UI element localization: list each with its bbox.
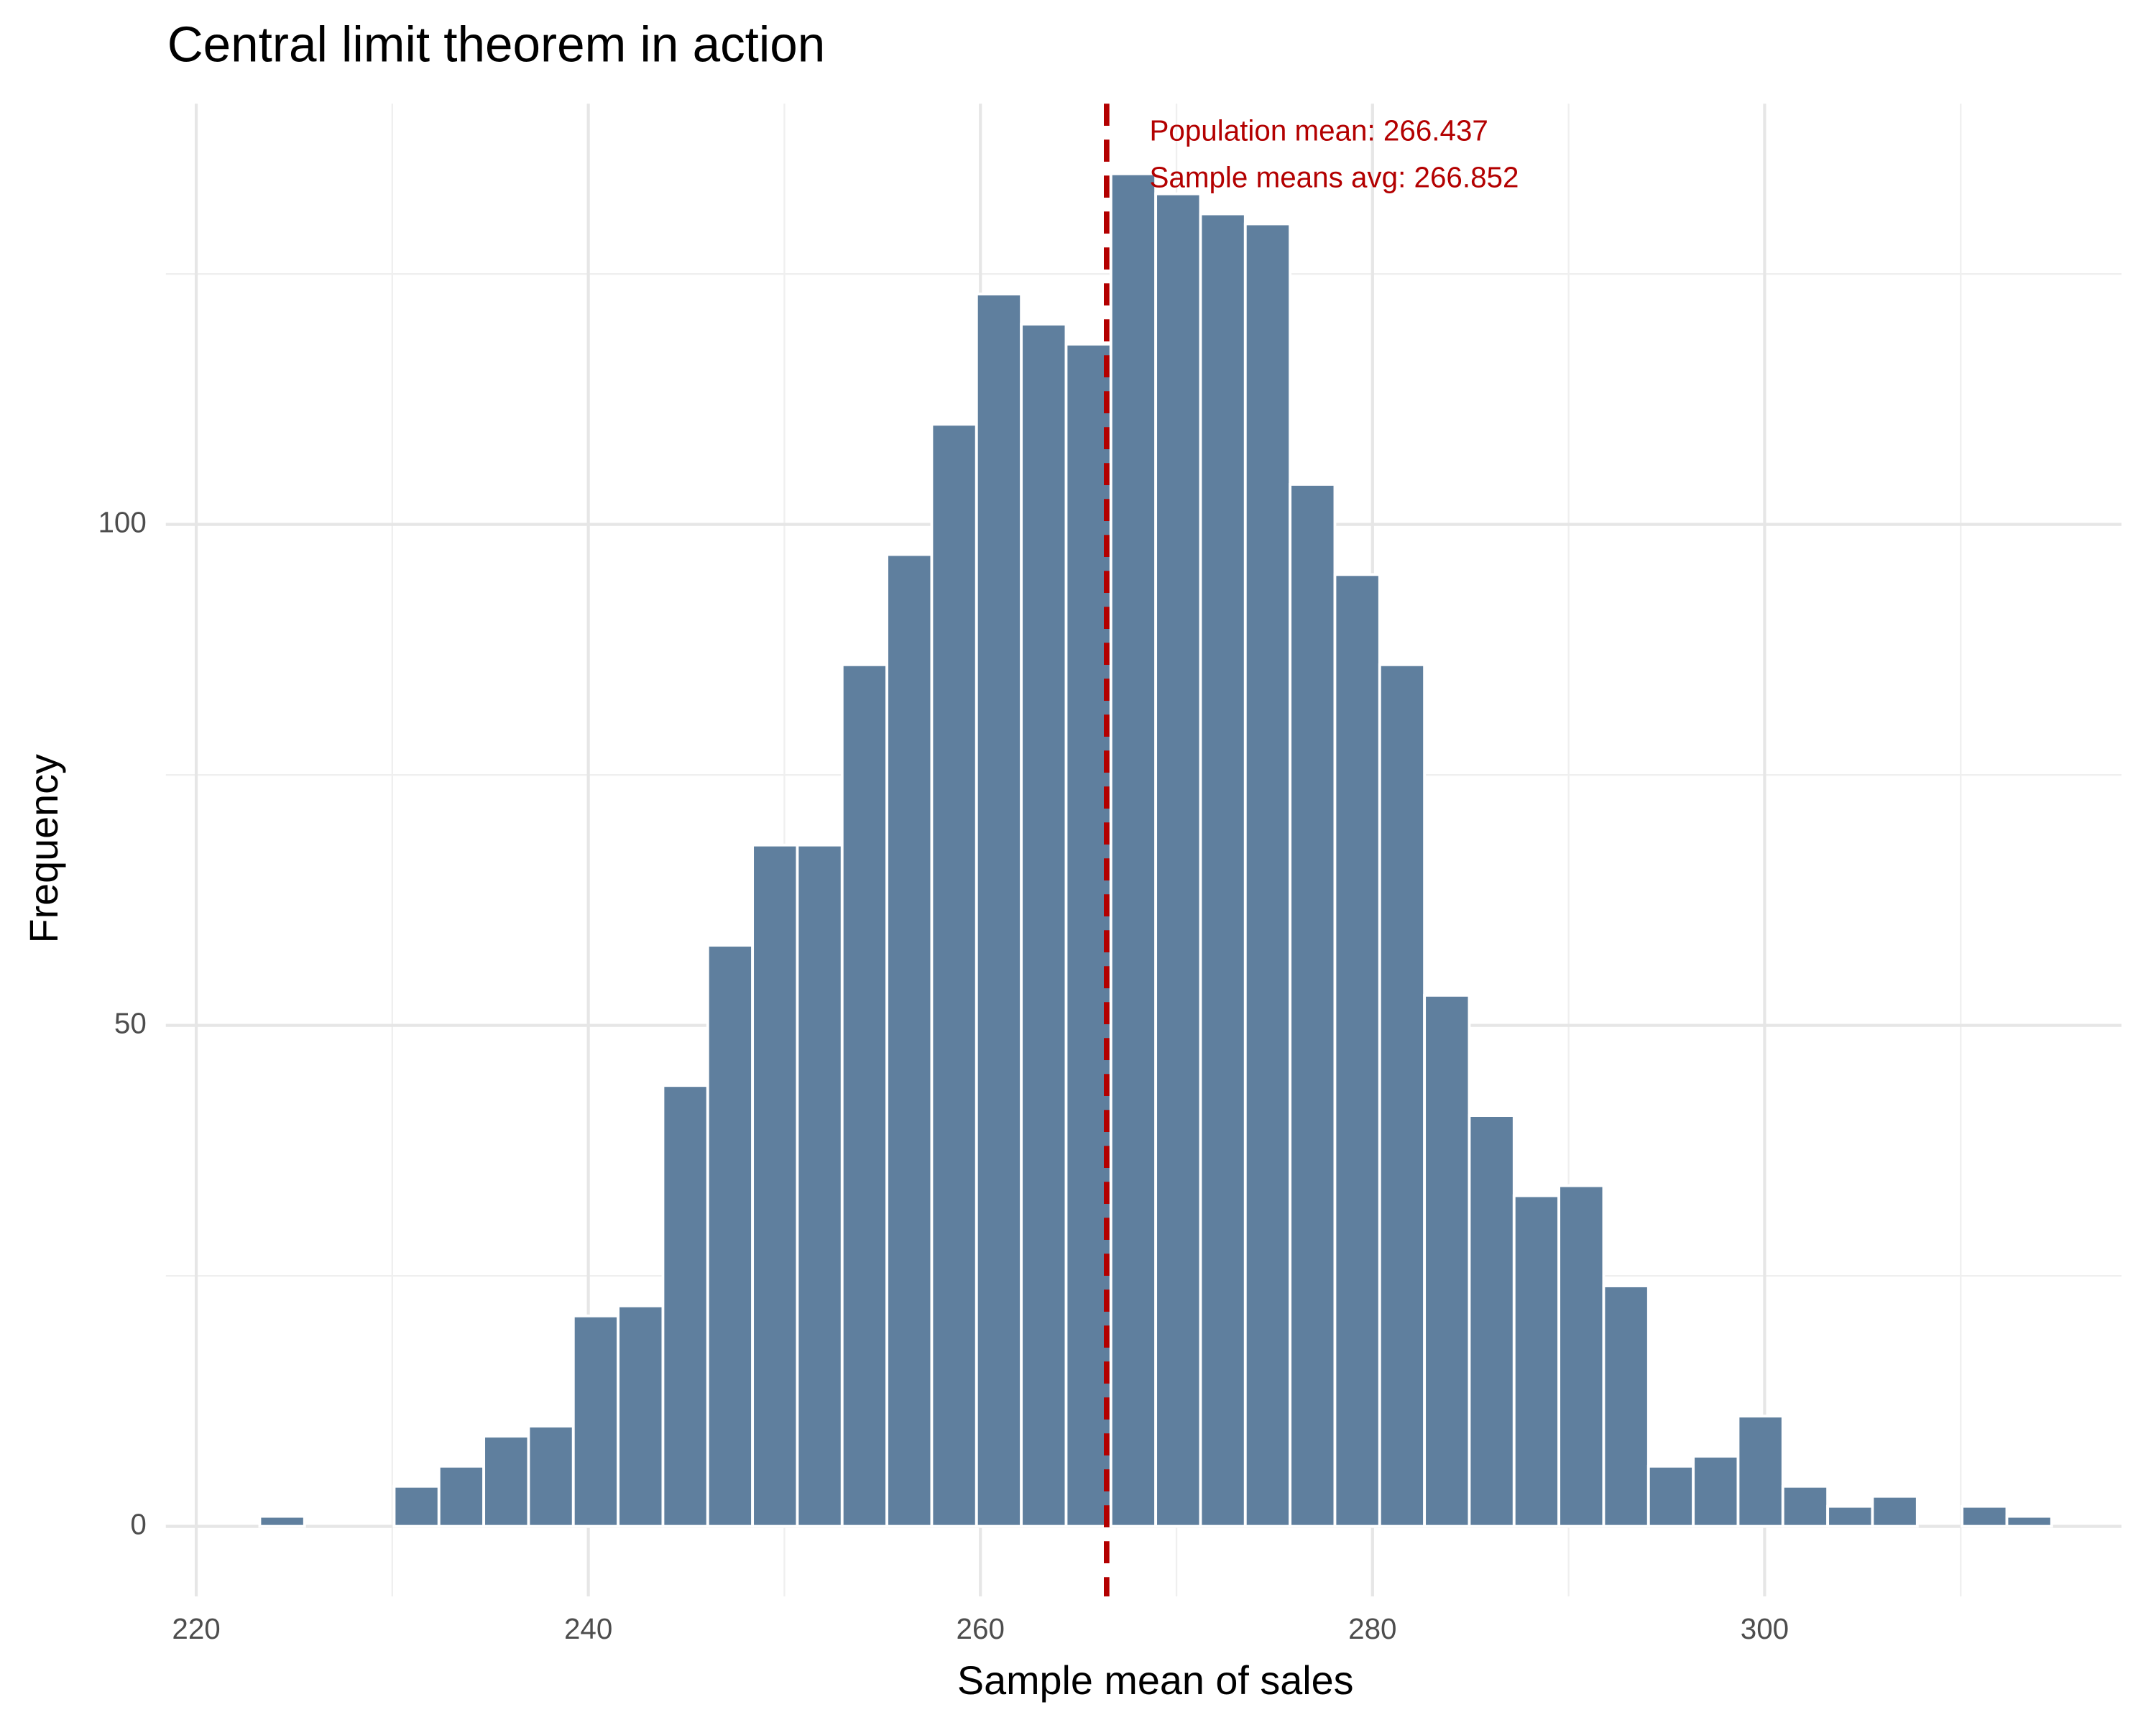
bar	[661, 1084, 709, 1528]
annotation: Sample means avg: 266.852	[1149, 161, 1519, 194]
bar	[392, 1484, 441, 1528]
x-tick-label: 220	[172, 1612, 220, 1645]
bar	[1646, 1465, 1695, 1528]
bar	[1512, 1194, 1561, 1528]
x-tick-label: 260	[957, 1612, 1005, 1645]
bar	[1199, 212, 1247, 1528]
bar	[1378, 663, 1427, 1528]
annotation: Population mean: 266.437	[1149, 114, 1488, 147]
x-tick-label: 280	[1348, 1612, 1396, 1645]
y-tick-label: 0	[130, 1507, 146, 1540]
bar	[437, 1465, 486, 1528]
bar	[885, 553, 934, 1528]
bar	[258, 1514, 306, 1528]
bar	[1333, 573, 1381, 1528]
bar	[751, 843, 799, 1528]
x-axis-label: Sample mean of sales	[957, 1658, 1354, 1703]
x-tick-label: 240	[564, 1612, 612, 1645]
bar	[1064, 342, 1112, 1528]
bar	[1020, 322, 1068, 1528]
bar	[930, 423, 978, 1528]
bar	[1826, 1504, 1874, 1528]
bar	[1557, 1184, 1606, 1528]
bar	[527, 1425, 575, 1528]
overlay: 220 240 260 280 300 0 50 100 Population mean: 26…	[98, 104, 1789, 1645]
y-axis-label: Frequency	[22, 754, 66, 944]
bar	[975, 293, 1023, 1528]
x-tick-label: 300	[1741, 1612, 1789, 1645]
bar	[1961, 1504, 2009, 1528]
bar	[796, 843, 844, 1528]
bar	[706, 944, 755, 1528]
bar	[617, 1304, 665, 1528]
bar	[1781, 1484, 1830, 1528]
bar	[2005, 1514, 2053, 1528]
bar	[571, 1314, 620, 1528]
bar	[1692, 1455, 1740, 1528]
bar	[1154, 192, 1202, 1528]
bar	[1109, 172, 1158, 1528]
bar	[1423, 993, 1471, 1528]
bar	[1289, 482, 1337, 1528]
y-tick-label: 100	[98, 505, 146, 538]
bar	[1736, 1414, 1784, 1528]
bars	[258, 172, 2053, 1528]
y-tick-label: 50	[114, 1006, 147, 1039]
bar	[482, 1435, 530, 1528]
bar	[1871, 1494, 1919, 1528]
chart-title: Central limit theorem in action	[167, 17, 826, 73]
bar	[1243, 222, 1292, 1528]
bar	[1602, 1284, 1650, 1528]
bar	[840, 663, 889, 1528]
bar	[1468, 1114, 1516, 1528]
